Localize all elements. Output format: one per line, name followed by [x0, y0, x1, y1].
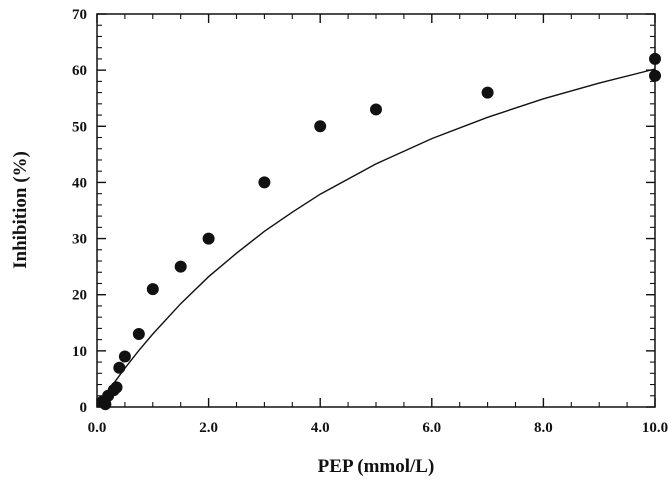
x-tick-label: 6.0 [422, 420, 441, 436]
data-point [481, 86, 494, 99]
y-axis-title: Inhibition (%) [10, 151, 31, 269]
y-tick-label: 20 [72, 288, 87, 304]
data-point [649, 52, 661, 65]
x-tick-label: 10.0 [642, 420, 668, 436]
y-tick-label: 70 [72, 7, 87, 23]
y-axis-ticks: 0 10 20 30 40 50 60 70 [72, 7, 655, 416]
x-tick-label: 8.0 [534, 420, 553, 436]
data-point [113, 361, 126, 374]
data-point [174, 260, 187, 273]
data-point [649, 69, 661, 82]
y-tick-label: 30 [72, 232, 87, 248]
y-tick-label: 50 [72, 119, 87, 135]
y-tick-label: 0 [80, 400, 88, 416]
data-point [132, 328, 145, 341]
x-tick-label: 2.0 [199, 420, 218, 436]
fit-curve [96, 68, 656, 408]
x-tick-label: 4.0 [311, 420, 330, 436]
plot-frame [96, 13, 656, 408]
data-point [258, 176, 271, 189]
data-point [146, 283, 159, 296]
y-tick-label: 60 [72, 63, 87, 79]
plot-area: 0.0 2.0 4.0 6.0 8.0 10.0 0 10 20 30 40 50 60 70 [72, 7, 668, 436]
data-point [370, 103, 382, 116]
x-axis-ticks: 0.0 2.0 4.0 6.0 8.0 10.0 [88, 14, 668, 436]
y-tick-label: 10 [72, 344, 87, 360]
data-point [110, 381, 123, 394]
data-points [96, 52, 661, 411]
y-tick-label: 40 [72, 175, 87, 191]
data-point [118, 350, 131, 363]
data-point [202, 232, 215, 245]
x-axis-title: PEP (mmol/L) [318, 456, 435, 477]
x-tick-label: 0.0 [88, 420, 107, 436]
data-point [314, 120, 327, 133]
